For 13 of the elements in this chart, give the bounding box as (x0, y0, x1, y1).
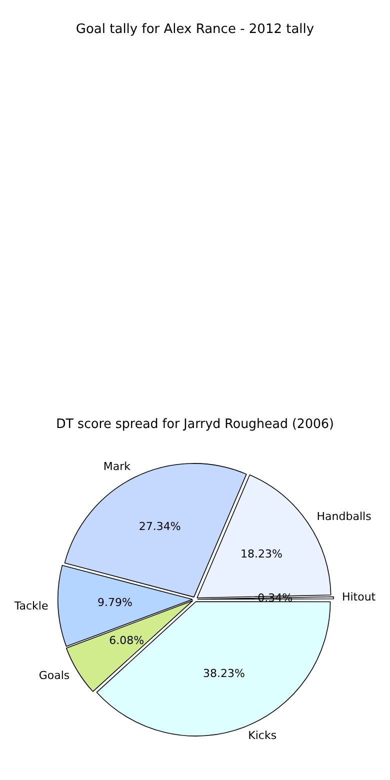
slice-label: Tackle (13, 600, 48, 613)
data-label: 9.79% (97, 596, 132, 610)
data-label: 18.23% (240, 547, 282, 560)
text: Goal tally for Alex Rance - 2012 tally (74, 22, 316, 37)
chart-title: DT score spread for Jarryd Roughead (2006) (56, 417, 334, 432)
slice-label: Goals (38, 668, 70, 682)
slice-label: Handballs (316, 510, 372, 523)
slice-label: Mark (103, 460, 132, 474)
slice-label: Kicks (248, 729, 277, 742)
data-label: 27.34% (138, 520, 181, 534)
data-label: 6.08% (109, 634, 144, 647)
data-label: 38.23% (203, 666, 245, 680)
slice-label: Hitout (342, 590, 376, 604)
